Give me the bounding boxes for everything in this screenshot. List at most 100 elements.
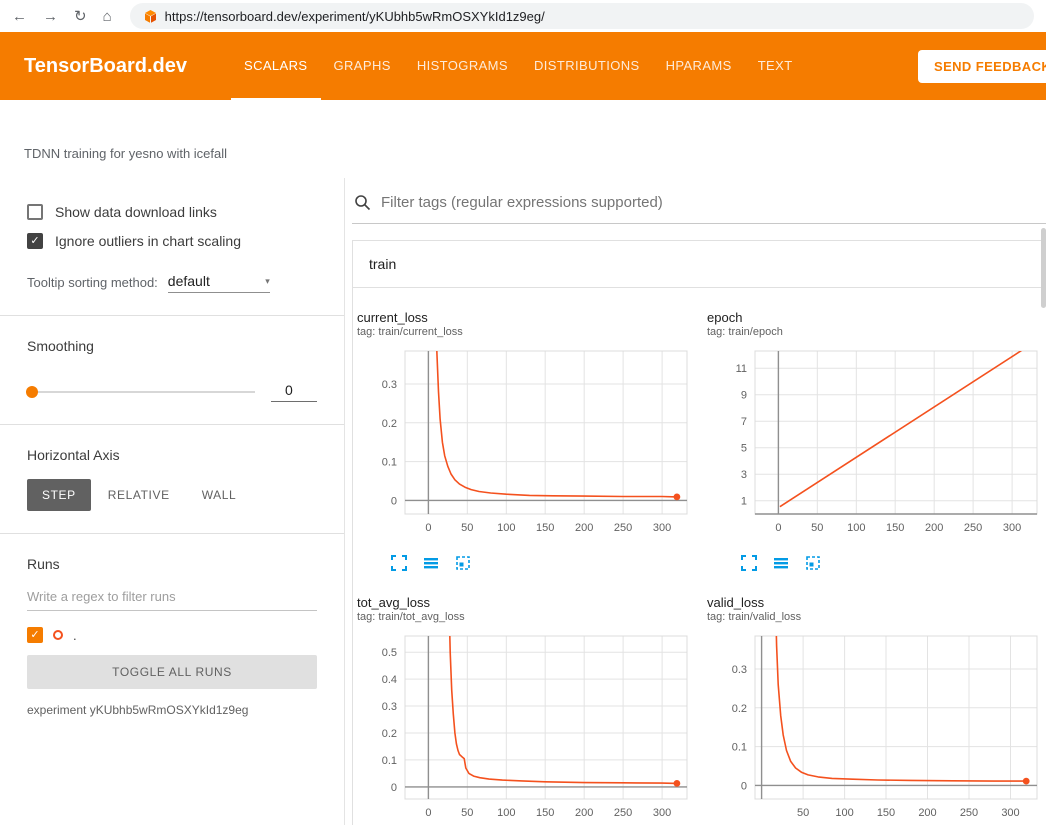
expand-chart-icon bbox=[741, 555, 757, 571]
svg-text:0.3: 0.3 bbox=[382, 701, 397, 713]
chart-actions bbox=[705, 551, 1043, 579]
fit-domain-icon bbox=[455, 555, 471, 571]
back-icon[interactable]: ← bbox=[12, 9, 27, 24]
svg-text:0.1: 0.1 bbox=[382, 457, 397, 469]
home-icon[interactable]: ⌂ bbox=[103, 9, 112, 24]
smoothing-slider-thumb[interactable] bbox=[26, 386, 38, 398]
fit-domain-button[interactable] bbox=[455, 555, 471, 571]
svg-text:0: 0 bbox=[741, 780, 747, 792]
tab-histograms[interactable]: HISTOGRAMS bbox=[404, 32, 521, 100]
settings-sidebar: Show data download links ✓ Ignore outlie… bbox=[0, 178, 345, 825]
svg-text:0.3: 0.3 bbox=[732, 664, 747, 676]
tooltip-sorting-value: default bbox=[168, 273, 210, 289]
fit-domain-button[interactable] bbox=[805, 555, 821, 571]
tab-text[interactable]: TEXT bbox=[745, 32, 806, 100]
train-card-header[interactable]: train bbox=[353, 241, 1046, 288]
line-chart: 00.10.20.3050100150200250300 bbox=[355, 346, 693, 551]
svg-text:0.1: 0.1 bbox=[382, 755, 397, 767]
tab-hparams[interactable]: HPARAMS bbox=[653, 32, 745, 100]
toggle-y-axis-button[interactable] bbox=[423, 555, 439, 571]
ignore-outliers-label: Ignore outliers in chart scaling bbox=[55, 233, 241, 249]
expand-chart-button[interactable] bbox=[741, 555, 757, 571]
send-feedback-button[interactable]: SEND FEEDBACK bbox=[918, 50, 1046, 83]
svg-text:150: 150 bbox=[877, 807, 895, 819]
svg-text:300: 300 bbox=[653, 522, 671, 534]
run-color-swatch bbox=[53, 630, 63, 640]
run-row[interactable]: ✓ . bbox=[27, 627, 317, 643]
fit-domain-icon bbox=[805, 555, 821, 571]
svg-text:0: 0 bbox=[425, 807, 431, 819]
site-favicon bbox=[144, 10, 157, 23]
divider bbox=[0, 315, 344, 316]
svg-text:0: 0 bbox=[775, 522, 781, 534]
runs-filter-input[interactable] bbox=[27, 580, 317, 611]
app-logo[interactable]: TensorBoard.dev bbox=[24, 55, 187, 78]
filter-tags-row bbox=[352, 184, 1046, 224]
app-header: TensorBoard.dev SCALARS GRAPHS HISTOGRAM… bbox=[0, 32, 1046, 100]
svg-text:9: 9 bbox=[741, 390, 747, 402]
svg-text:100: 100 bbox=[847, 522, 865, 534]
svg-text:50: 50 bbox=[797, 807, 809, 819]
svg-text:150: 150 bbox=[886, 522, 904, 534]
svg-text:300: 300 bbox=[653, 807, 671, 819]
divider bbox=[0, 424, 344, 425]
chart-tag: tag: train/valid_loss bbox=[707, 611, 1043, 623]
toggle-y-axis-icon bbox=[423, 555, 439, 571]
chart-title: current_loss bbox=[357, 310, 693, 325]
axis-relative-button[interactable]: RELATIVE bbox=[93, 479, 185, 511]
chevron-down-icon: ▾ bbox=[265, 276, 270, 287]
url-text[interactable]: https://tensorboard.dev/experiment/yKUbh… bbox=[165, 9, 545, 24]
toggle-y-axis-button[interactable] bbox=[773, 555, 789, 571]
svg-text:0.2: 0.2 bbox=[382, 728, 397, 740]
smoothing-value[interactable]: 0 bbox=[271, 382, 317, 402]
svg-text:50: 50 bbox=[811, 522, 823, 534]
scrollbar-thumb[interactable] bbox=[1041, 228, 1046, 308]
tab-graphs[interactable]: GRAPHS bbox=[321, 32, 404, 100]
svg-text:0: 0 bbox=[391, 495, 397, 507]
chart-title: epoch bbox=[707, 310, 1043, 325]
smoothing-label: Smoothing bbox=[27, 338, 317, 354]
svg-text:0.4: 0.4 bbox=[382, 674, 397, 686]
run-name: . bbox=[73, 628, 77, 643]
expand-chart-button[interactable] bbox=[391, 555, 407, 571]
filter-tags-input[interactable] bbox=[381, 194, 1046, 211]
svg-text:0.2: 0.2 bbox=[382, 418, 397, 430]
axis-wall-button[interactable]: WALL bbox=[187, 479, 252, 511]
check-icon: ✓ bbox=[30, 630, 39, 641]
experiment-subheader: TDNN training for yesno with icefall bbox=[0, 100, 1046, 178]
svg-text:0.3: 0.3 bbox=[382, 379, 397, 391]
svg-text:250: 250 bbox=[614, 522, 632, 534]
tab-distributions[interactable]: DISTRIBUTIONS bbox=[521, 32, 653, 100]
chart-actions bbox=[355, 551, 693, 579]
svg-text:5: 5 bbox=[741, 443, 747, 455]
svg-text:200: 200 bbox=[925, 522, 943, 534]
show-download-links-checkbox[interactable] bbox=[27, 204, 43, 220]
svg-text:200: 200 bbox=[918, 807, 936, 819]
ignore-outliers-checkbox[interactable]: ✓ bbox=[27, 233, 43, 249]
svg-text:300: 300 bbox=[1001, 807, 1019, 819]
forward-icon[interactable]: → bbox=[43, 9, 58, 24]
ignore-outliers-row[interactable]: ✓ Ignore outliers in chart scaling bbox=[27, 233, 317, 249]
show-download-links-row[interactable]: Show data download links bbox=[27, 204, 317, 220]
search-icon bbox=[354, 194, 371, 211]
reload-icon[interactable]: ↻ bbox=[74, 9, 87, 24]
svg-text:50: 50 bbox=[461, 807, 473, 819]
chart-tile-epoch: epochtag: train/epoch1357911050100150200… bbox=[705, 294, 1043, 579]
chart-title: tot_avg_loss bbox=[357, 595, 693, 610]
chart-tag: tag: train/epoch bbox=[707, 326, 1043, 338]
run-checkbox[interactable]: ✓ bbox=[27, 627, 43, 643]
smoothing-slider[interactable] bbox=[27, 391, 255, 393]
check-icon: ✓ bbox=[30, 236, 39, 247]
svg-text:0.1: 0.1 bbox=[732, 742, 747, 754]
svg-text:0: 0 bbox=[425, 522, 431, 534]
tooltip-sorting-dropdown[interactable]: default ▾ bbox=[168, 273, 270, 293]
tab-scalars[interactable]: SCALARS bbox=[231, 32, 321, 100]
chart-tag: tag: train/tot_avg_loss bbox=[357, 611, 693, 623]
svg-text:150: 150 bbox=[536, 522, 554, 534]
toggle-all-runs-button[interactable]: TOGGLE ALL RUNS bbox=[27, 655, 317, 689]
svg-text:0.2: 0.2 bbox=[732, 703, 747, 715]
svg-text:100: 100 bbox=[497, 807, 515, 819]
axis-step-button[interactable]: STEP bbox=[27, 479, 91, 511]
address-bar[interactable]: https://tensorboard.dev/experiment/yKUbh… bbox=[130, 3, 1034, 29]
content-area: Show data download links ✓ Ignore outlie… bbox=[0, 178, 1046, 825]
